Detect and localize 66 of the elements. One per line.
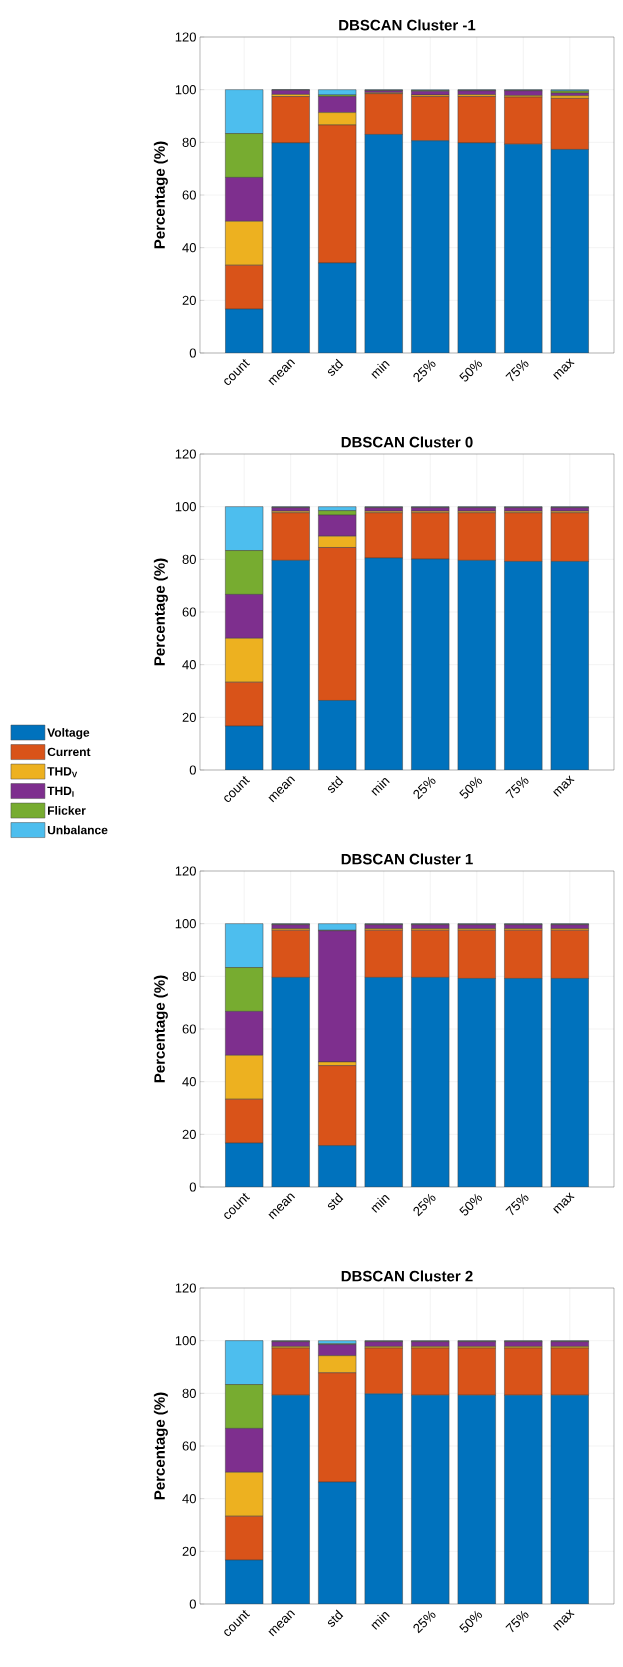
x-tick-label: 75% [505,776,529,799]
x-tick-label: 50% [459,359,483,382]
x-tick-label: min [371,1612,390,1630]
x-tick-label: min [371,778,390,796]
y-tick-label: 0 [189,765,196,775]
y-tick-label: 20 [182,1129,196,1139]
y-axis-title: Percentage (%) [153,141,168,249]
y-tick-label: 80 [182,137,196,147]
x-tick-label: std [327,775,344,793]
x-tick-label: 50% [459,776,483,799]
x-tick-label: 75% [505,359,529,382]
y-axis-title: Percentage (%) [153,975,168,1083]
y-tick-label: 20 [182,295,196,305]
y-tick-label: 0 [189,1182,196,1192]
x-tick-label: 25% [413,776,436,800]
x-tick-label: 25% [413,1193,436,1217]
x-tick-label: std [327,1609,344,1627]
x-tick-label: 25% [413,359,436,383]
x-tick-label: 50% [459,1193,483,1216]
x-tick-label: min [371,1195,390,1213]
y-tick-label: 120 [175,32,196,42]
y-tick-label: 60 [182,1441,196,1451]
x-tick-label: max [553,775,575,797]
legend-label: Flicker [47,805,86,815]
x-tick-label: std [327,358,344,376]
chart-title: DBSCAN Cluster 1 [341,853,473,865]
y-tick-label: 80 [182,1388,196,1398]
y-tick-label: 40 [182,1077,196,1087]
y-tick-label: 120 [175,866,196,876]
y-axis-title: Percentage (%) [153,558,168,666]
x-tick-label: std [327,1192,344,1210]
x-tick-label: 25% [413,1610,436,1634]
chart-title: DBSCAN Cluster -1 [339,19,476,31]
y-tick-label: 0 [189,348,196,358]
y-tick-label: 80 [182,554,196,564]
legend-label: Voltage [47,727,90,740]
x-tick-label: 75% [505,1610,529,1633]
legend-label: Unbalance [47,825,108,835]
y-tick-label: 120 [175,449,196,459]
y-tick-label: 60 [182,190,196,200]
x-tick-label: 75% [505,1193,529,1216]
legend-label: THD$_{V}$ [47,767,78,778]
chart-title: DBSCAN Cluster 2 [341,1270,473,1282]
x-tick-label: max [553,358,575,380]
y-tick-label: 20 [182,1546,196,1556]
y-tick-label: 40 [182,660,196,670]
y-tick-label: 80 [182,971,196,981]
x-tick-label: max [553,1609,575,1631]
x-tick-label: 50% [459,1610,483,1633]
y-tick-label: 120 [175,1283,196,1293]
y-tick-label: 0 [189,1599,196,1609]
y-tick-label: 40 [182,1494,196,1504]
y-tick-label: 100 [175,85,196,95]
legend-label: THD$_{I}$ [47,786,74,797]
y-tick-label: 100 [175,502,196,512]
x-tick-label: max [553,1192,575,1214]
legend-label: Current [47,747,91,757]
x-tick-label: min [371,361,390,379]
y-tick-label: 40 [182,243,196,253]
y-tick-label: 20 [182,712,196,722]
y-tick-label: 60 [182,1024,196,1034]
y-tick-label: 100 [175,919,196,929]
chart-title: DBSCAN Cluster 0 [341,436,473,448]
y-axis-title: Percentage (%) [153,1392,168,1500]
y-tick-label: 60 [182,607,196,617]
y-tick-label: 100 [175,1336,196,1346]
